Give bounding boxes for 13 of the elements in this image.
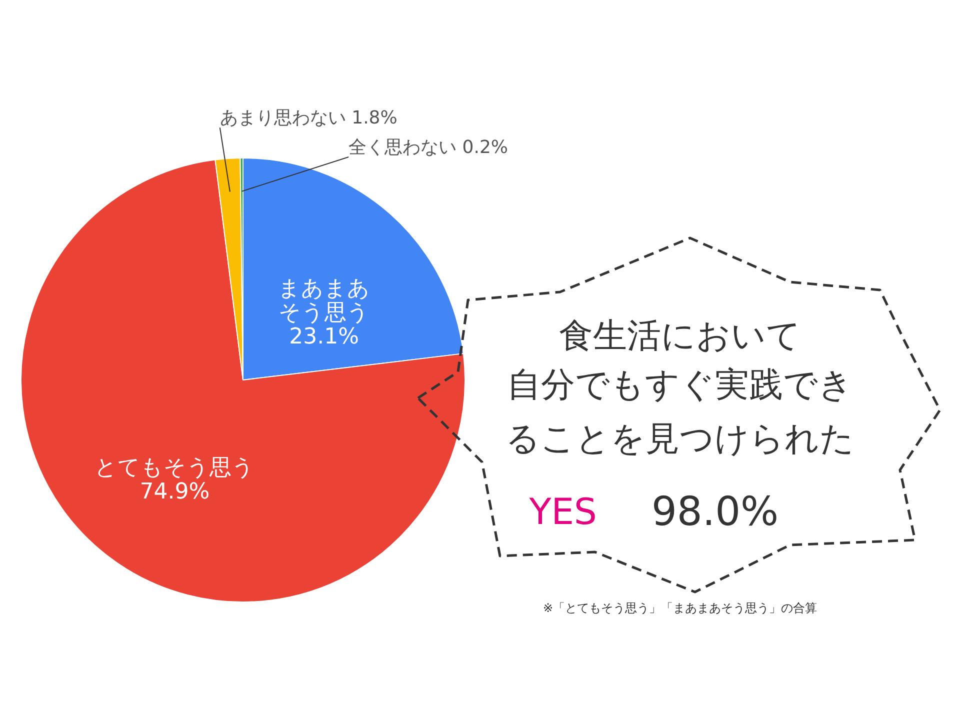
text: YES: [528, 492, 597, 533]
slice-label: 全く思わない 0.2%: [348, 137, 508, 158]
text: 98.0%: [651, 489, 779, 535]
data-label: 74.9%: [140, 479, 210, 504]
slice-label: とてもそう思う: [94, 455, 255, 480]
data-label: 23.1%: [289, 324, 359, 350]
text: ※「とてもそう思う」「まあまあそう思う」の合算: [542, 601, 818, 615]
text: ることを見つけられた: [506, 419, 854, 459]
slice-label: まあまあそう思う: [278, 276, 370, 326]
text: 食生活において: [559, 316, 801, 356]
text: 自分でもすぐ実践でき: [507, 365, 853, 405]
slice-label: あまり思わない 1.8%: [220, 108, 398, 129]
pie-slice: [20, 159, 466, 602]
